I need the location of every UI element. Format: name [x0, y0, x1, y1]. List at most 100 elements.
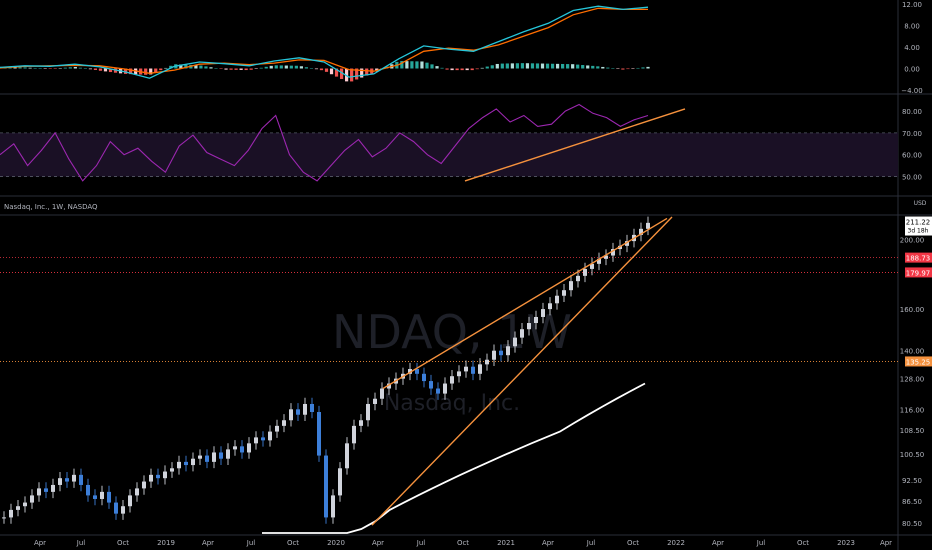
macd-histogram-bar [239, 68, 243, 70]
candle-body [51, 484, 55, 492]
candle-body [359, 420, 363, 426]
candle-body [443, 383, 447, 394]
time-x-tick-label: Oct [287, 539, 299, 547]
macd-histogram-bar [329, 68, 334, 75]
candle-body [380, 388, 384, 399]
time-x-tick-label: Oct [627, 539, 639, 547]
macd-panel[interactable] [0, 5, 650, 82]
candle-body [569, 281, 573, 291]
macd-histogram-bar [58, 68, 62, 69]
macd-histogram-bar [209, 67, 213, 69]
macd-histogram-bar [410, 61, 414, 69]
price-level-tag [905, 252, 932, 263]
macd-histogram-bar [93, 68, 98, 71]
macd-histogram-bar [500, 63, 504, 69]
candle-body [233, 446, 237, 450]
macd-histogram-bar [164, 67, 168, 69]
price-level-tag-text: 135.25 [906, 358, 931, 366]
macd-histogram-bar [646, 66, 650, 69]
candle-body [30, 495, 34, 503]
candle-body [492, 350, 496, 360]
candle-body [121, 506, 125, 514]
candle-body [149, 474, 153, 482]
candle-body [86, 484, 90, 496]
macd-histogram-bar [224, 68, 228, 70]
macd-histogram-bar [234, 68, 238, 70]
macd-histogram-bar [43, 68, 47, 69]
price-watermark-ticker: NDAQ, 1W [332, 305, 572, 359]
macd-histogram-bar [601, 66, 605, 69]
price-axis: 200.00 160.00 140.00 128.00 116.00 108.50 100.… [900, 200, 932, 528]
macd-histogram-bar [294, 65, 298, 69]
time-x-tick-label: 2020 [327, 539, 345, 547]
macd-histogram-bar [334, 68, 339, 77]
candle-body [611, 249, 615, 256]
macd-histogram-bar [520, 63, 525, 69]
macd-histogram-bar [324, 68, 329, 72]
macd-histogram-bar [440, 67, 444, 69]
currency-label: USD [914, 200, 927, 207]
macd-histogram-bar [33, 68, 37, 69]
time-x-tick-label: 2019 [157, 539, 175, 547]
candle-body [240, 446, 244, 453]
rsi-panel[interactable] [0, 103, 898, 182]
price-panel[interactable] [0, 216, 898, 534]
candle-body [177, 461, 181, 469]
macd-histogram-bar [555, 63, 560, 69]
moving-average-line [262, 382, 646, 534]
candle-body [639, 228, 643, 235]
macd-histogram-bar [445, 68, 449, 70]
price-y-tick-label: 92.50 [902, 477, 922, 485]
candle-body [37, 488, 41, 496]
macd-histogram-bar [289, 65, 293, 69]
candle-body [65, 478, 69, 482]
macd-histogram-bar [581, 65, 585, 69]
price-y-tick-label: 80.50 [902, 520, 922, 528]
candle-body [289, 409, 293, 421]
candle-body [506, 346, 510, 356]
macd-histogram-bar [475, 68, 479, 70]
macd-histogram-bar [455, 68, 459, 71]
time-x-tick-label: Jul [416, 539, 426, 547]
macd-histogram-bar [149, 68, 153, 75]
macd-histogram-bar [319, 68, 324, 71]
candle-body [296, 409, 300, 415]
time-x-tick-label: Oct [117, 539, 129, 547]
macd-histogram-bar [199, 65, 203, 69]
candle-body [464, 366, 468, 372]
macd-y-tick-label: 12.00 [902, 1, 922, 9]
macd-histogram-bar [129, 68, 133, 75]
time-x-tick-label: Apr [202, 539, 214, 547]
candle-body [261, 437, 265, 441]
candle-body [226, 449, 230, 459]
macd-line [0, 5, 649, 79]
macd-histogram-bar [480, 67, 484, 69]
time-x-tick-label: Jul [586, 539, 596, 547]
candle-body [604, 255, 608, 259]
macd-histogram-bar [561, 63, 565, 69]
time-axis: Apr Jul Oct 2019 Apr Jul Oct 2020 Apr Jul Oct 2021 A… [34, 539, 892, 547]
candle-body [436, 388, 440, 394]
candle-body [450, 376, 454, 384]
macd-histogram-bar [365, 68, 369, 76]
macd-histogram-bar [38, 68, 42, 69]
rsi-line [0, 103, 649, 182]
macd-signal-line [0, 7, 648, 74]
candle-body [331, 495, 335, 518]
macd-y-tick-label: −4.00 [901, 87, 922, 95]
macd-histogram-bar [28, 67, 32, 69]
candle-body [79, 474, 83, 485]
macd-histogram-bar [450, 68, 454, 71]
price-y-tick-label: 160.00 [900, 306, 925, 314]
macd-histogram-bar [350, 68, 354, 82]
candle-body [9, 509, 13, 518]
rsi-y-tick-label: 50.00 [902, 174, 922, 182]
candle-body [107, 491, 111, 503]
candle-body [520, 329, 524, 338]
last-price-tag [905, 216, 932, 236]
macd-histogram-bar [485, 66, 489, 69]
candle-body [597, 258, 601, 264]
symbol-title[interactable]: Nasdaq, Inc., 1W, NASDAQ [4, 203, 98, 211]
time-x-tick-label: Apr [34, 539, 46, 547]
